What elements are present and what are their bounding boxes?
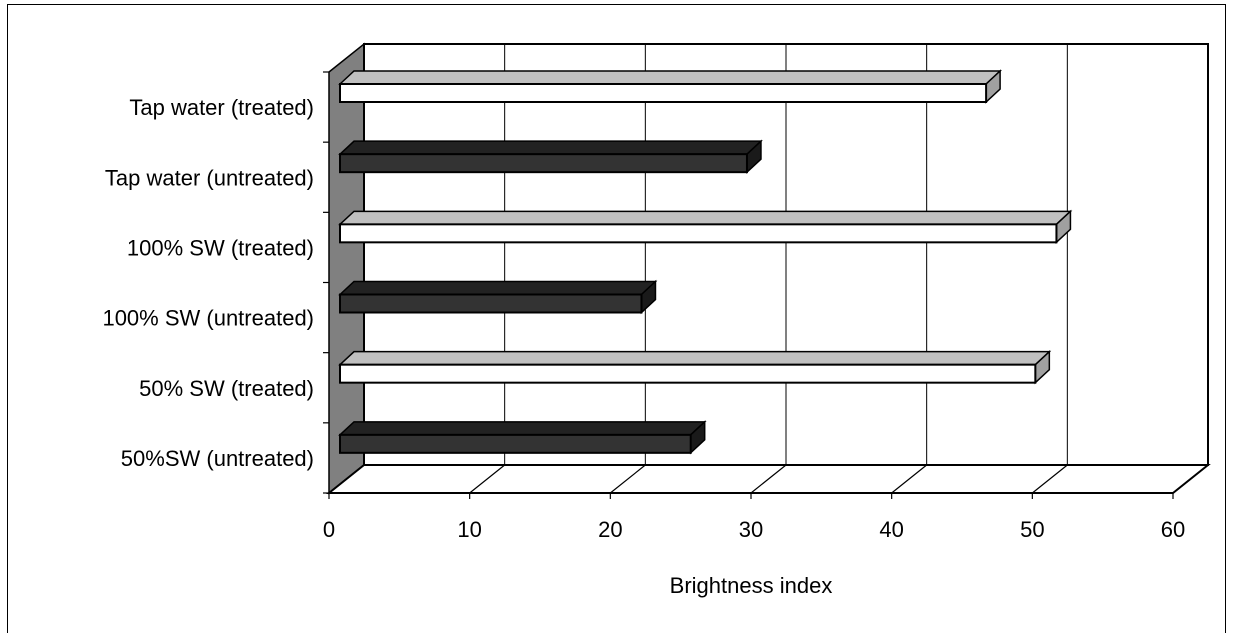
bar-front	[339, 293, 643, 314]
bar-front	[339, 83, 988, 103]
x-tick-label: 0	[323, 517, 335, 542]
bar-front	[339, 363, 1037, 384]
bar-top	[338, 140, 763, 155]
bar	[338, 279, 658, 315]
floor-line	[609, 464, 646, 494]
floor-line	[891, 464, 928, 494]
x-axis-title: Brightness index	[670, 573, 833, 598]
category-label: Tap water (untreated)	[105, 165, 314, 190]
bar	[338, 420, 707, 455]
x-tick-label: 60	[1161, 517, 1185, 542]
bar-front	[339, 153, 748, 174]
bar-top	[338, 280, 658, 296]
bar-top	[338, 421, 707, 436]
bar	[338, 69, 1003, 104]
bar-top	[338, 210, 1073, 226]
bar-top	[338, 350, 1052, 366]
gridlines	[323, 44, 1209, 499]
floor-line	[469, 464, 506, 494]
floor-line	[1172, 464, 1209, 494]
bars	[338, 69, 1073, 455]
floor-line	[750, 464, 787, 494]
x-tick-label: 10	[457, 517, 481, 542]
x-tick-label: 30	[739, 517, 763, 542]
category-label: 100% SW (treated)	[127, 235, 314, 260]
category-label: Tap water (treated)	[129, 95, 314, 120]
x-tick-label: 40	[879, 517, 903, 542]
x-tick-labels: 0 10 20 30 40 50 60	[323, 517, 1185, 542]
x-tick-label: 50	[1020, 517, 1044, 542]
category-label: 50%SW (untreated)	[121, 446, 314, 471]
category-labels: Tap water (treated) Tap water (untreated)…	[102, 95, 314, 471]
bar	[338, 209, 1073, 245]
bar	[338, 349, 1052, 385]
bar-front	[339, 433, 692, 454]
bar-front	[339, 223, 1058, 244]
category-label: 50% SW (treated)	[139, 376, 314, 401]
bar-top	[338, 70, 1003, 85]
bar	[338, 139, 763, 174]
category-label: 100% SW (untreated)	[102, 306, 314, 331]
chart-frame	[7, 4, 1226, 633]
floor-line	[1031, 464, 1068, 494]
x-tick-label: 20	[598, 517, 622, 542]
